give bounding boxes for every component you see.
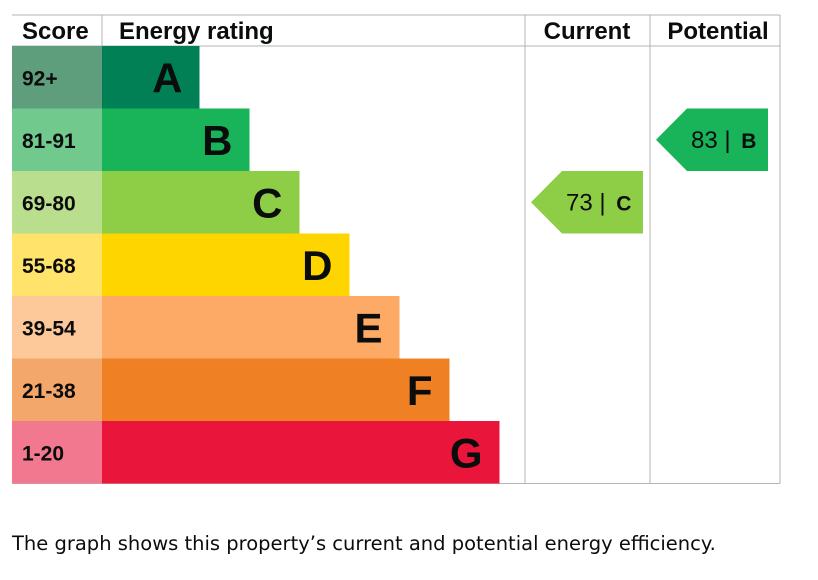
band-letter-label: A <box>152 54 182 101</box>
band-score-label: 21-38 <box>22 380 76 403</box>
header-current: Current <box>544 18 631 45</box>
rating-arrows: 73 | C 83 | B <box>531 108 768 234</box>
band-score-label: 55-68 <box>22 255 76 278</box>
band-bar-a <box>102 46 200 109</box>
band-score-label: 1-20 <box>22 442 64 465</box>
band-score-label: 69-80 <box>22 192 76 215</box>
score-cell-e <box>12 296 102 359</box>
score-cell-a <box>12 46 102 109</box>
band-letter-label: B <box>202 117 232 164</box>
current-rating: C <box>616 192 631 215</box>
band-bar-e <box>102 296 400 359</box>
current-arrow-label: 73 | C <box>566 189 631 216</box>
header-potential: Potential <box>667 18 768 45</box>
column-headers: Score Energy rating Current Potential <box>22 18 769 45</box>
header-score: Score <box>22 18 89 45</box>
band-letter-label: C <box>252 179 282 226</box>
current-value: 73 | <box>566 189 612 216</box>
band-bar-f <box>102 358 450 421</box>
band-bar-b <box>102 108 250 171</box>
band-score-label: 92+ <box>22 67 58 90</box>
header-energy-rating: Energy rating <box>119 18 274 45</box>
band-letter-label: F <box>407 367 433 414</box>
score-cell-d <box>12 233 102 296</box>
chart-caption: The graph shows this property’s current … <box>12 532 716 555</box>
band-bar-d <box>102 233 350 296</box>
rating-bands: 92+ A 81-91 B 69-80 C 55-68 D 39-54 E 21-38 F 1-20 G <box>12 46 500 484</box>
epc-chart: 92+ A81-91 B69-80 C55-68 D39-54 E21-38 F1-20 G … <box>12 14 781 484</box>
band-score-label: 39-54 <box>22 317 76 340</box>
score-cell-b <box>12 108 102 171</box>
potential-rating: B <box>741 130 756 153</box>
score-cell-f <box>12 358 102 421</box>
band-letter-label: E <box>354 304 382 351</box>
band-bar-g <box>102 421 500 484</box>
potential-arrow-label: 83 | B <box>691 127 756 154</box>
band-letter-label: G <box>450 429 483 476</box>
current-arrow <box>531 171 643 234</box>
band-letter-label: D <box>302 242 332 289</box>
band-score-label: 81-91 <box>22 130 76 153</box>
potential-arrow <box>656 108 768 171</box>
score-cell-g <box>12 421 102 484</box>
score-cell-c <box>12 171 102 234</box>
potential-value: 83 | <box>691 127 737 154</box>
band-bar-c <box>102 171 300 234</box>
